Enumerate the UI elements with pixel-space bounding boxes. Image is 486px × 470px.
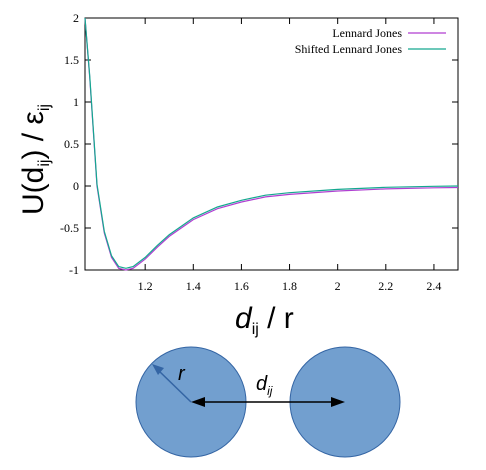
x-axis-label-tail: / r xyxy=(259,302,294,335)
distance-label: dij xyxy=(256,373,273,398)
x-tick-label: 2 xyxy=(335,279,341,293)
y-axis-label-sub1: ij xyxy=(36,160,53,167)
y-tick-label: -1 xyxy=(69,263,79,277)
distance-arrow-head-left xyxy=(191,397,205,407)
legend: Lennard Jones Shifted Lennard Jones xyxy=(295,26,446,56)
y-axis-label-sub2: ij xyxy=(36,104,53,111)
x-tick-label: 2.4 xyxy=(426,279,441,293)
y-tick-label: 0 xyxy=(73,179,79,193)
x-tick-label: 1.2 xyxy=(138,279,153,293)
radius-arrow xyxy=(157,369,192,403)
x-tick-label: 1.6 xyxy=(234,279,249,293)
x-tick-label: 2.2 xyxy=(378,279,393,293)
y-tick-label: -0.5 xyxy=(60,221,79,235)
series-line-lennard-jones xyxy=(84,17,459,271)
y-tick-label: 0.5 xyxy=(64,137,79,151)
series-line-shifted-lennard-jones xyxy=(84,17,459,269)
plot-frame xyxy=(84,17,459,271)
x-axis-label-sub: ij xyxy=(252,321,259,338)
distance-label-sub: ij xyxy=(267,384,273,398)
distance-arrow-head-right xyxy=(331,397,345,407)
legend-label-lennard-jones: Lennard Jones xyxy=(332,26,402,40)
x-axis-label: dij / r xyxy=(235,302,294,338)
x-tick-label: 1.4 xyxy=(186,279,201,293)
y-axis-ticks: 2 1.5 1 0.5 0 -0.5 -1 xyxy=(60,11,458,277)
y-tick-label: 1 xyxy=(73,95,79,109)
distance-label-main: d xyxy=(256,373,268,395)
x-axis-label-main: d xyxy=(235,302,253,335)
radius-label: r xyxy=(178,363,186,385)
y-tick-label: 1.5 xyxy=(64,53,79,67)
y-axis-label-main: U(d xyxy=(17,167,50,215)
y-axis-label-mid: ) / ε xyxy=(17,111,50,159)
x-axis-ticks: 1.2 1.4 1.6 1.8 2 2.2 2.4 xyxy=(138,18,441,293)
y-axis-label: U(dij) / εij xyxy=(17,104,53,215)
legend-label-shifted-lennard-jones: Shifted Lennard Jones xyxy=(295,42,403,56)
particle-diagram: r dij xyxy=(135,346,401,458)
plot-series xyxy=(84,17,459,271)
radius-arrow-head xyxy=(152,364,164,375)
y-tick-label: 2 xyxy=(73,11,79,25)
x-tick-label: 1.8 xyxy=(282,279,297,293)
